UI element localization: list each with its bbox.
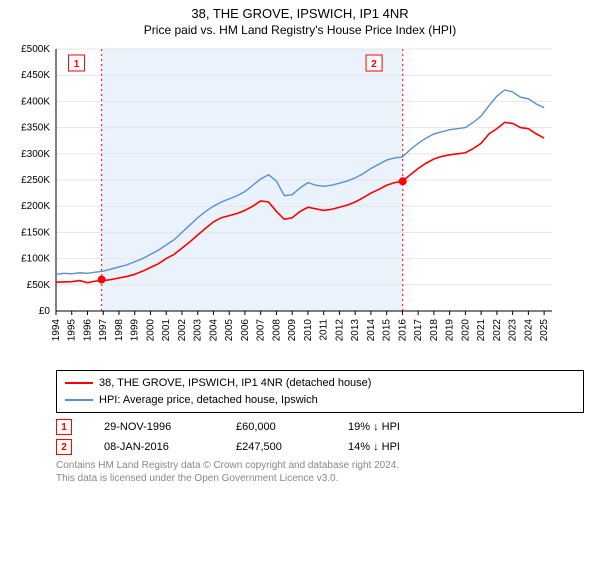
svg-text:£250K: £250K: [21, 175, 50, 186]
svg-text:£350K: £350K: [21, 123, 50, 134]
svg-text:£150K: £150K: [21, 227, 50, 238]
legend-swatch-property: [65, 382, 93, 384]
svg-text:2012: 2012: [334, 319, 345, 342]
marker-date-1: 29-NOV-1996: [104, 421, 204, 433]
svg-text:1996: 1996: [82, 319, 93, 342]
svg-text:£0: £0: [39, 306, 51, 317]
svg-text:2018: 2018: [429, 319, 440, 342]
page-subtitle: Price paid vs. HM Land Registry's House …: [0, 23, 600, 37]
marker-index-2: 2: [56, 439, 72, 455]
page-title: 38, THE GROVE, IPSWICH, IP1 4NR: [0, 6, 600, 21]
svg-text:£100K: £100K: [21, 254, 50, 265]
svg-text:2023: 2023: [508, 319, 519, 342]
svg-text:2009: 2009: [287, 319, 298, 342]
svg-text:2015: 2015: [382, 319, 393, 342]
svg-text:2008: 2008: [271, 319, 282, 342]
marker-price-1: £60,000: [236, 421, 316, 433]
legend-swatch-hpi: [65, 399, 93, 401]
svg-text:2025: 2025: [539, 319, 550, 342]
svg-text:2003: 2003: [193, 319, 204, 342]
marker-row-2: 2 08-JAN-2016 £247,500 14% ↓ HPI: [56, 439, 584, 455]
svg-text:£400K: £400K: [21, 96, 50, 107]
svg-text:1997: 1997: [98, 319, 109, 342]
svg-text:£450K: £450K: [21, 70, 50, 81]
svg-text:2019: 2019: [445, 319, 456, 342]
marker-table: 1 29-NOV-1996 £60,000 19% ↓ HPI 2 08-JAN…: [56, 419, 584, 455]
chart-container: £0 £50K £100K £150K £200K £250K £300K £350K £400…: [0, 41, 600, 366]
svg-text:£500K: £500K: [21, 44, 50, 55]
svg-text:2011: 2011: [319, 319, 330, 341]
svg-text:£300K: £300K: [21, 149, 50, 160]
svg-text:1998: 1998: [114, 319, 125, 342]
svg-text:2006: 2006: [240, 319, 251, 342]
svg-text:2024: 2024: [523, 319, 534, 342]
marker-hpi-2: 14% ↓ HPI: [348, 441, 438, 453]
svg-text:2001: 2001: [161, 319, 172, 342]
legend-item-hpi: HPI: Average price, detached house, Ipsw…: [65, 392, 575, 409]
svg-text:2021: 2021: [476, 319, 487, 342]
legend-label-property: 38, THE GROVE, IPSWICH, IP1 4NR (detache…: [99, 375, 371, 392]
footer: Contains HM Land Registry data © Crown c…: [56, 459, 584, 485]
svg-text:1994: 1994: [51, 319, 62, 342]
marker-index-1: 1: [56, 419, 72, 435]
footer-line-1: Contains HM Land Registry data © Crown c…: [56, 459, 584, 472]
legend-label-hpi: HPI: Average price, detached house, Ipsw…: [99, 392, 318, 409]
svg-text:2004: 2004: [208, 319, 219, 342]
price-chart: £0 £50K £100K £150K £200K £250K £300K £350K £400…: [0, 41, 568, 361]
svg-text:2005: 2005: [224, 319, 235, 342]
svg-text:2017: 2017: [413, 319, 424, 342]
svg-text:£50K: £50K: [27, 280, 51, 291]
svg-text:1995: 1995: [67, 319, 78, 342]
legend-item-property: 38, THE GROVE, IPSWICH, IP1 4NR (detache…: [65, 375, 575, 392]
svg-text:2007: 2007: [256, 319, 267, 342]
svg-text:2013: 2013: [350, 319, 361, 342]
svg-text:2022: 2022: [492, 319, 503, 342]
svg-text:2: 2: [371, 59, 377, 70]
svg-text:2000: 2000: [145, 319, 156, 342]
svg-text:1999: 1999: [130, 319, 141, 342]
svg-text:2010: 2010: [303, 319, 314, 342]
svg-text:2002: 2002: [177, 319, 188, 342]
marker-hpi-1: 19% ↓ HPI: [348, 421, 438, 433]
svg-text:2016: 2016: [397, 319, 408, 342]
svg-text:2020: 2020: [460, 319, 471, 342]
marker-price-2: £247,500: [236, 441, 316, 453]
svg-text:2014: 2014: [366, 319, 377, 342]
marker-row-1: 1 29-NOV-1996 £60,000 19% ↓ HPI: [56, 419, 584, 435]
svg-text:1: 1: [74, 59, 80, 70]
legend: 38, THE GROVE, IPSWICH, IP1 4NR (detache…: [56, 370, 584, 413]
svg-text:£200K: £200K: [21, 201, 50, 212]
footer-line-2: This data is licensed under the Open Gov…: [56, 472, 584, 485]
marker-date-2: 08-JAN-2016: [104, 441, 204, 453]
